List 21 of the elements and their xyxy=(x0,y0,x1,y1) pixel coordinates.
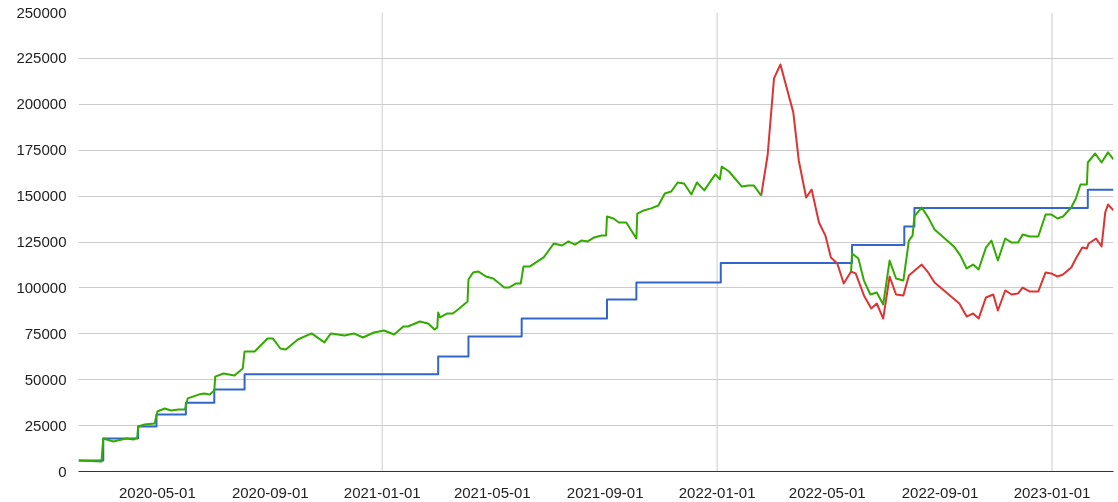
y-tick-label: 0 xyxy=(58,462,67,480)
y-tick-label: 75000 xyxy=(24,324,67,342)
y-tick-label: 250000 xyxy=(16,3,67,21)
x-tick-label: 2021-09-01 xyxy=(566,483,644,501)
y-tick-label: 100000 xyxy=(16,278,67,296)
x-tick-label: 2020-05-01 xyxy=(119,483,196,501)
y-tick-label: 150000 xyxy=(16,187,67,205)
x-tick-label: 2021-01-01 xyxy=(343,483,421,501)
x-tick-label: 2023-01-01 xyxy=(1013,483,1091,501)
y-tick-label: 200000 xyxy=(16,95,67,113)
y-tick-label: 175000 xyxy=(16,141,67,159)
x-tick-label: 2021-05-01 xyxy=(453,483,531,501)
x-tick-label: 2022-01-01 xyxy=(678,483,756,501)
x-tick-label: 2020-09-01 xyxy=(231,483,309,501)
y-tick-label: 25000 xyxy=(24,416,67,434)
x-tick-label: 2022-09-01 xyxy=(901,483,979,501)
x-tick-label: 2022-05-01 xyxy=(788,483,866,501)
y-tick-label: 225000 xyxy=(16,49,67,67)
line-series xyxy=(760,63,1114,320)
y-tick-label: 50000 xyxy=(24,370,67,388)
y-tick-label: 125000 xyxy=(16,233,67,250)
